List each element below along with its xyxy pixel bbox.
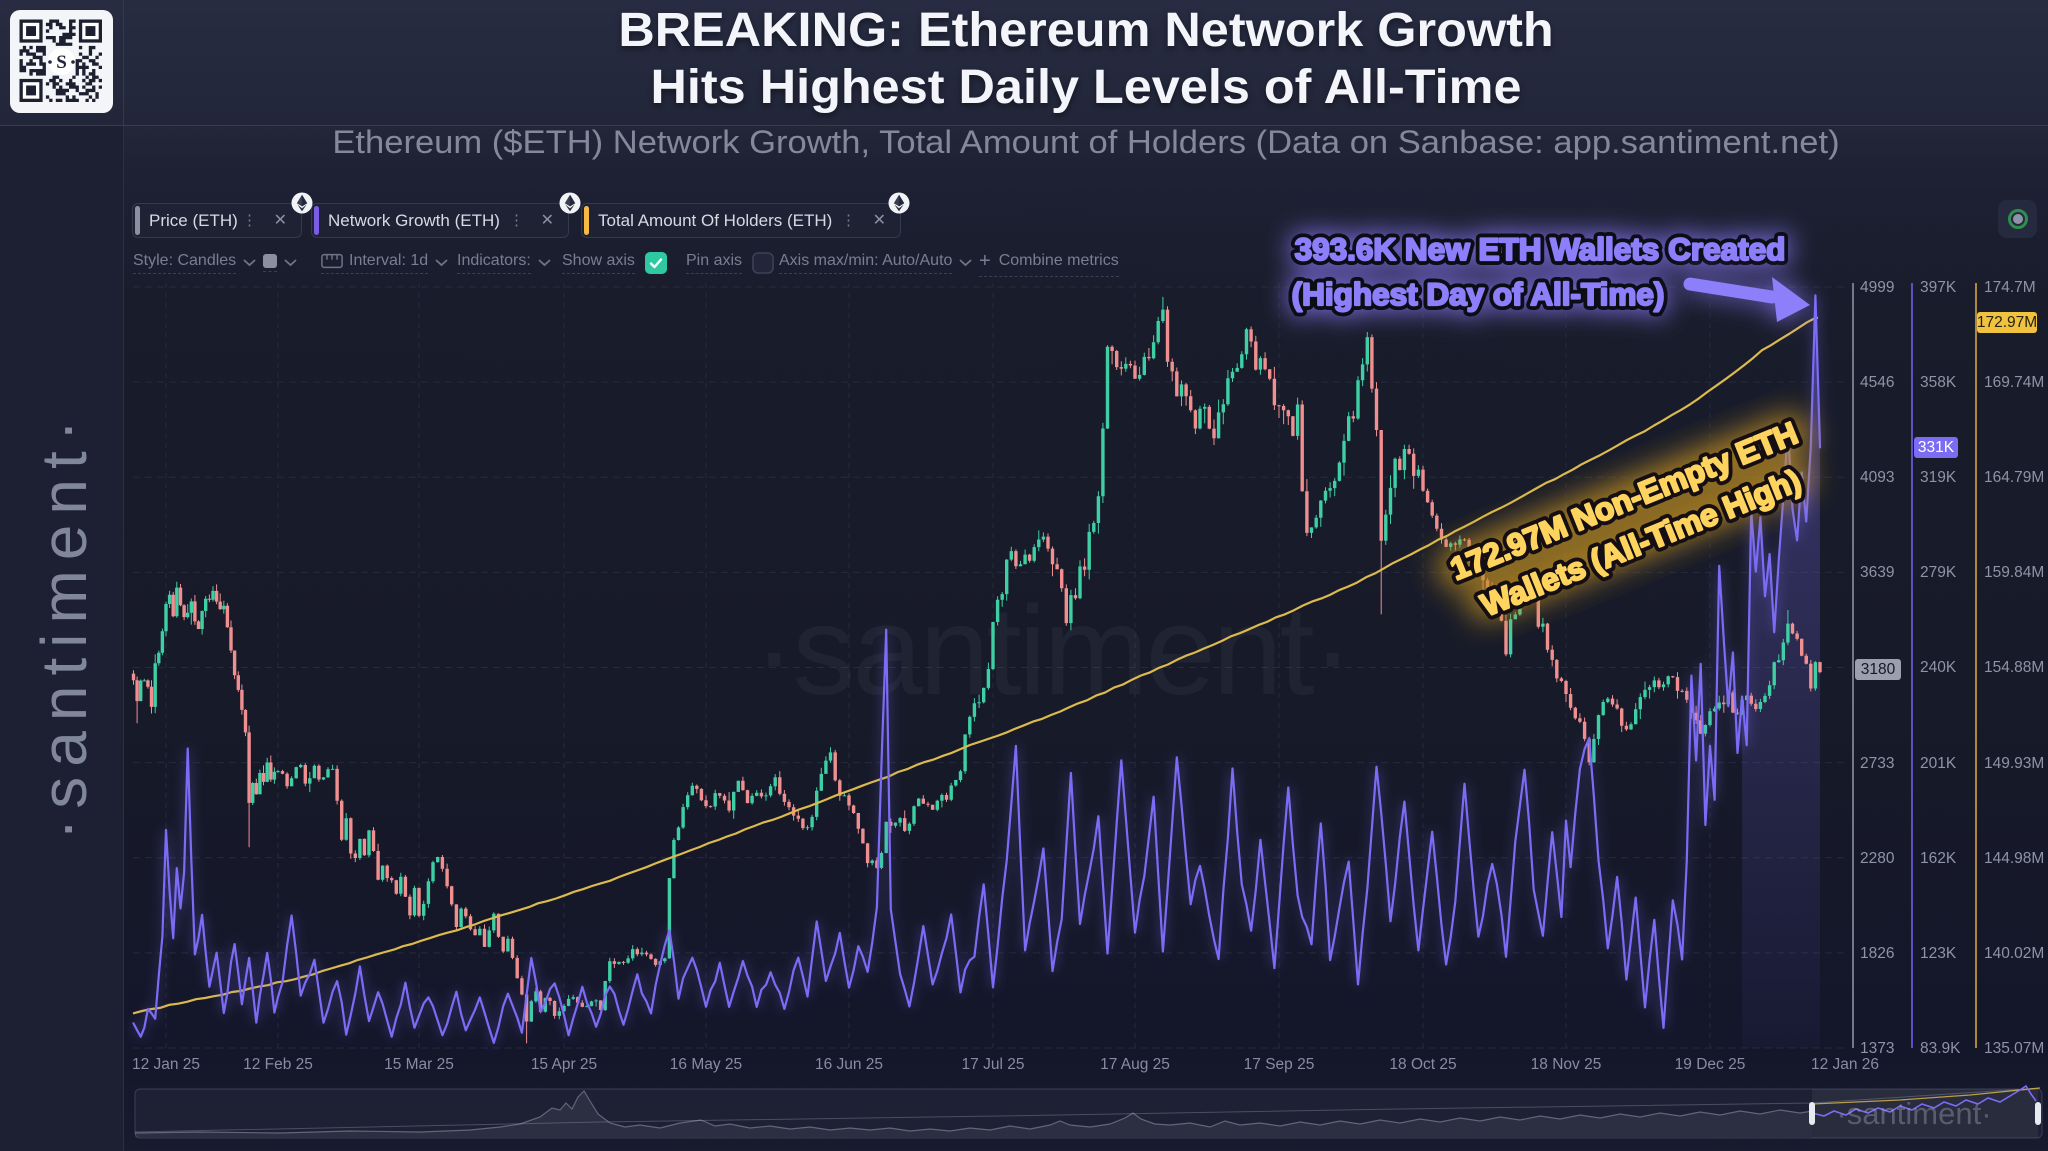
svg-text:·santiment·: ·santiment· <box>753 580 1350 721</box>
svg-text:·santiment·: ·santiment· <box>1836 1096 1991 1131</box>
svg-text:140.02M: 140.02M <box>1984 945 2044 962</box>
svg-text:3180: 3180 <box>1861 661 1896 678</box>
svg-text:19 Dec 25: 19 Dec 25 <box>1675 1056 1746 1073</box>
svg-text:159.84M: 159.84M <box>1984 564 2044 581</box>
svg-text:144.98M: 144.98M <box>1984 850 2044 867</box>
svg-text:123K: 123K <box>1920 945 1957 962</box>
svg-text:(Highest Day of All-Time): (Highest Day of All-Time) <box>1292 276 1665 312</box>
svg-text:393.6K New ETH Wallets Created: 393.6K New ETH Wallets Created <box>1295 231 1786 267</box>
svg-text:4093: 4093 <box>1860 469 1894 486</box>
svg-text:2280: 2280 <box>1860 850 1895 867</box>
svg-text:1826: 1826 <box>1860 945 1894 962</box>
svg-text:172.97M: 172.97M <box>1977 314 2037 331</box>
svg-text:164.79M: 164.79M <box>1984 469 2044 486</box>
svg-text:319K: 319K <box>1920 469 1957 486</box>
svg-text:162K: 162K <box>1920 850 1957 867</box>
svg-text:12 Jan 26: 12 Jan 26 <box>1811 1056 1879 1073</box>
svg-text:16 Jun 25: 16 Jun 25 <box>815 1056 883 1073</box>
svg-text:18 Nov 25: 18 Nov 25 <box>1531 1056 1602 1073</box>
svg-text:4546: 4546 <box>1860 374 1894 391</box>
svg-text:4999: 4999 <box>1860 279 1894 296</box>
svg-text:201K: 201K <box>1920 755 1957 772</box>
svg-text:397K: 397K <box>1920 279 1957 296</box>
svg-text:240K: 240K <box>1920 659 1957 676</box>
svg-text:83.9K: 83.9K <box>1920 1040 1961 1057</box>
svg-text:(Highest Day of All-Time): (Highest Day of All-Time) <box>1292 276 1665 312</box>
svg-text:2733: 2733 <box>1860 755 1894 772</box>
svg-text:12 Jan 25: 12 Jan 25 <box>132 1056 200 1073</box>
svg-text:169.74M: 169.74M <box>1984 374 2044 391</box>
svg-text:18 Oct 25: 18 Oct 25 <box>1389 1056 1456 1073</box>
svg-text:16 May 25: 16 May 25 <box>670 1056 742 1073</box>
svg-text:1373: 1373 <box>1860 1040 1894 1057</box>
svg-text:149.93M: 149.93M <box>1984 755 2044 772</box>
svg-text:331K: 331K <box>1918 439 1955 456</box>
svg-text:17 Sep 25: 17 Sep 25 <box>1244 1056 1315 1073</box>
svg-text:17 Aug 25: 17 Aug 25 <box>1100 1056 1170 1073</box>
svg-text:279K: 279K <box>1920 564 1957 581</box>
svg-text:154.88M: 154.88M <box>1984 659 2044 676</box>
svg-text:358K: 358K <box>1920 374 1957 391</box>
svg-text:135.07M: 135.07M <box>1984 1040 2044 1057</box>
svg-text:15 Mar 25: 15 Mar 25 <box>384 1056 454 1073</box>
svg-text:17 Jul 25: 17 Jul 25 <box>962 1056 1025 1073</box>
svg-text:3639: 3639 <box>1860 564 1894 581</box>
svg-text:S: S <box>56 52 67 73</box>
svg-text:12 Feb 25: 12 Feb 25 <box>243 1056 313 1073</box>
svg-text:174.7M: 174.7M <box>1984 279 2036 296</box>
svg-text:393.6K New ETH Wallets Created: 393.6K New ETH Wallets Created <box>1295 231 1786 267</box>
svg-text:15 Apr 25: 15 Apr 25 <box>531 1056 597 1073</box>
